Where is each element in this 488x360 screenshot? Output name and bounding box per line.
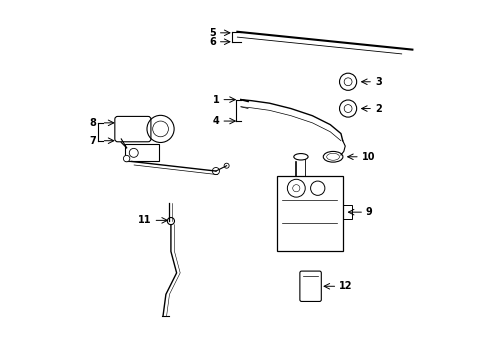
Text: 7: 7 bbox=[89, 136, 96, 146]
Text: 8: 8 bbox=[89, 118, 96, 128]
Text: 2: 2 bbox=[374, 104, 381, 113]
Text: 9: 9 bbox=[365, 207, 372, 217]
Circle shape bbox=[212, 167, 219, 175]
Text: 1: 1 bbox=[212, 95, 219, 105]
Bar bbox=[124, 144, 159, 161]
Bar bbox=[342, 205, 351, 219]
Text: 3: 3 bbox=[374, 77, 381, 87]
Text: 12: 12 bbox=[339, 281, 352, 291]
Text: 11: 11 bbox=[138, 215, 151, 225]
Text: 4: 4 bbox=[212, 116, 219, 126]
Text: 10: 10 bbox=[361, 152, 374, 162]
Circle shape bbox=[123, 156, 130, 162]
Bar bbox=[276, 176, 342, 251]
Circle shape bbox=[224, 163, 229, 168]
Text: 5: 5 bbox=[209, 28, 216, 38]
Text: 6: 6 bbox=[209, 37, 216, 47]
